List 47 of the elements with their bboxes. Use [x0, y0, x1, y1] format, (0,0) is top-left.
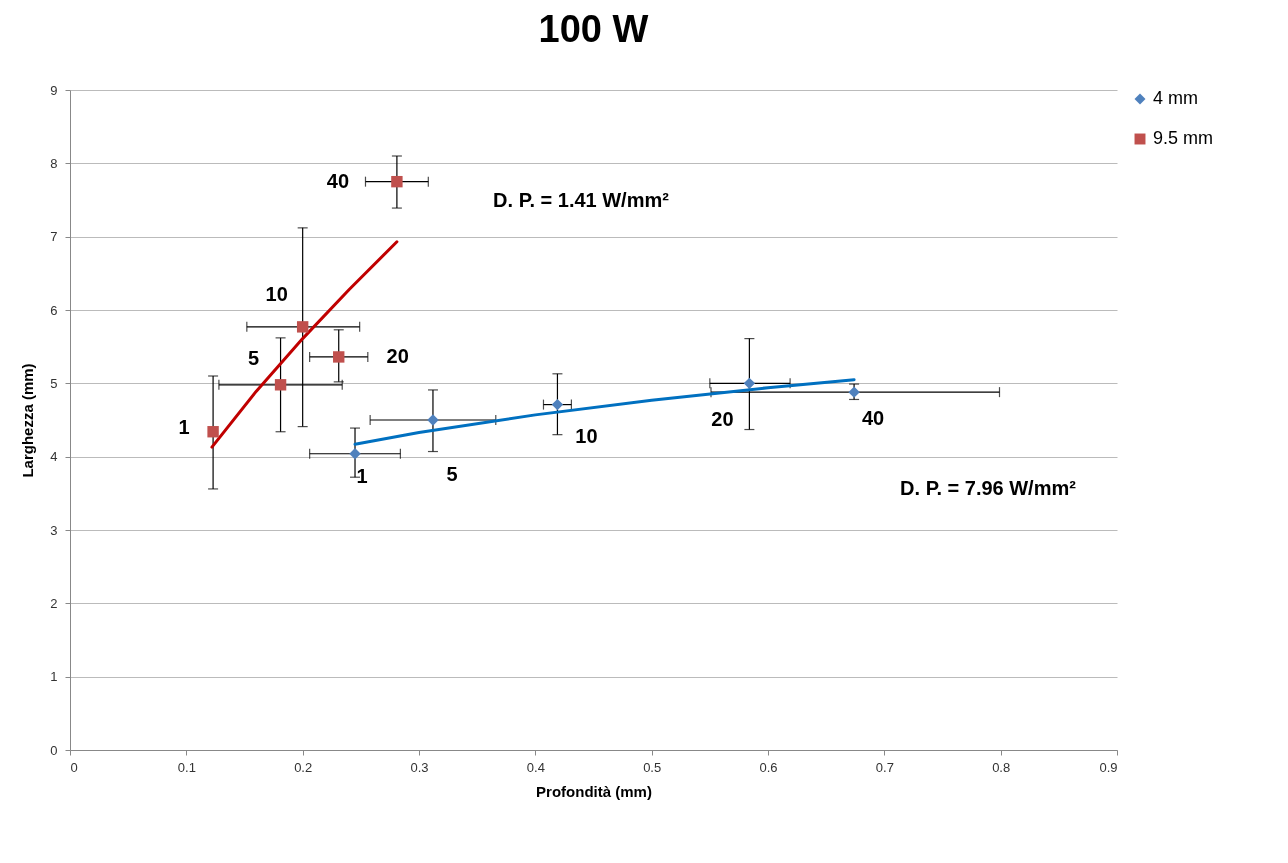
y-tick-label: 9: [50, 82, 58, 98]
y-tick-label: 8: [50, 155, 58, 171]
annotation: 5: [446, 463, 458, 485]
y-tick-label: 5: [50, 375, 58, 391]
x-tick-label: 0.5: [643, 759, 662, 775]
line-series: [353, 378, 856, 446]
annotation: 1: [356, 464, 368, 487]
point: [296, 321, 309, 333]
x-tick-label: 0.7: [875, 759, 894, 775]
annotation: 10: [575, 424, 598, 447]
y-tick-label: 3: [50, 522, 58, 538]
annotation: 40: [326, 169, 350, 192]
annotation: 20: [711, 408, 734, 431]
point: [333, 351, 345, 363]
x-tick-label: 0.4: [526, 759, 545, 775]
y-tick-label: 6: [50, 302, 58, 318]
y-tick-label: 1: [50, 669, 58, 685]
chart-title: 100 W: [538, 8, 649, 50]
point: [207, 426, 219, 438]
point: [391, 175, 403, 188]
x-tick-label: 0.1: [177, 759, 196, 775]
y-tick-label: 2: [50, 595, 58, 611]
annotation: 40: [861, 407, 885, 430]
annotation: 1: [178, 415, 190, 438]
x-tick-label: 0: [70, 759, 78, 775]
x-tick-label: 0.9: [1099, 759, 1118, 775]
legend-label: 4 mm: [1153, 88, 1198, 108]
x-tick-label: 0.8: [992, 759, 1011, 775]
point: [274, 379, 287, 391]
x-tick-label: 0.6: [759, 759, 778, 775]
annotation: 5: [248, 346, 260, 369]
annotation: 10: [265, 282, 288, 305]
y-tick-label: 4: [50, 449, 58, 465]
point: [349, 448, 361, 460]
point: [427, 414, 439, 426]
y-tick-label: 0: [50, 742, 58, 758]
x-axis-title: Profondità (mm): [536, 782, 652, 800]
x-tick-label: 0.3: [410, 759, 429, 775]
legend-label: 9.5 mm: [1153, 128, 1214, 148]
annotation: D. P. = 1.41 W/mm²: [493, 189, 670, 211]
x-tick-label: 0.2: [294, 759, 313, 775]
point: [743, 377, 756, 390]
annotation: D. P. = 7.96 W/mm²: [900, 477, 1077, 499]
y-tick-label: 7: [50, 229, 58, 245]
y-axis-title: Larghezza (mm): [19, 363, 37, 478]
point: [551, 398, 564, 411]
annotation: 20: [386, 344, 409, 367]
